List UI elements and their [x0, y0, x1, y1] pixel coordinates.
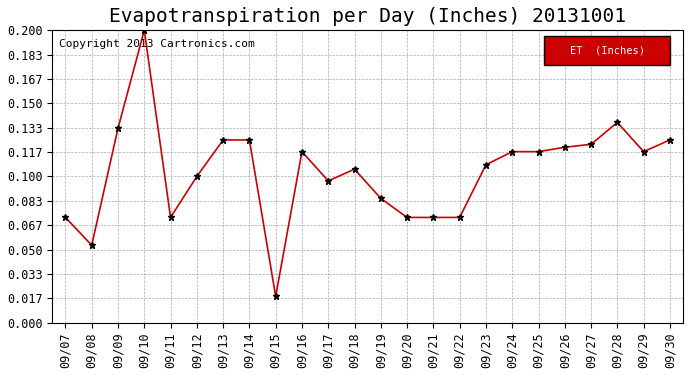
- Text: ET  (Inches): ET (Inches): [570, 46, 645, 56]
- Text: Copyright 2013 Cartronics.com: Copyright 2013 Cartronics.com: [59, 39, 255, 49]
- FancyBboxPatch shape: [544, 36, 671, 65]
- Title: Evapotranspiration per Day (Inches) 20131001: Evapotranspiration per Day (Inches) 2013…: [109, 7, 626, 26]
